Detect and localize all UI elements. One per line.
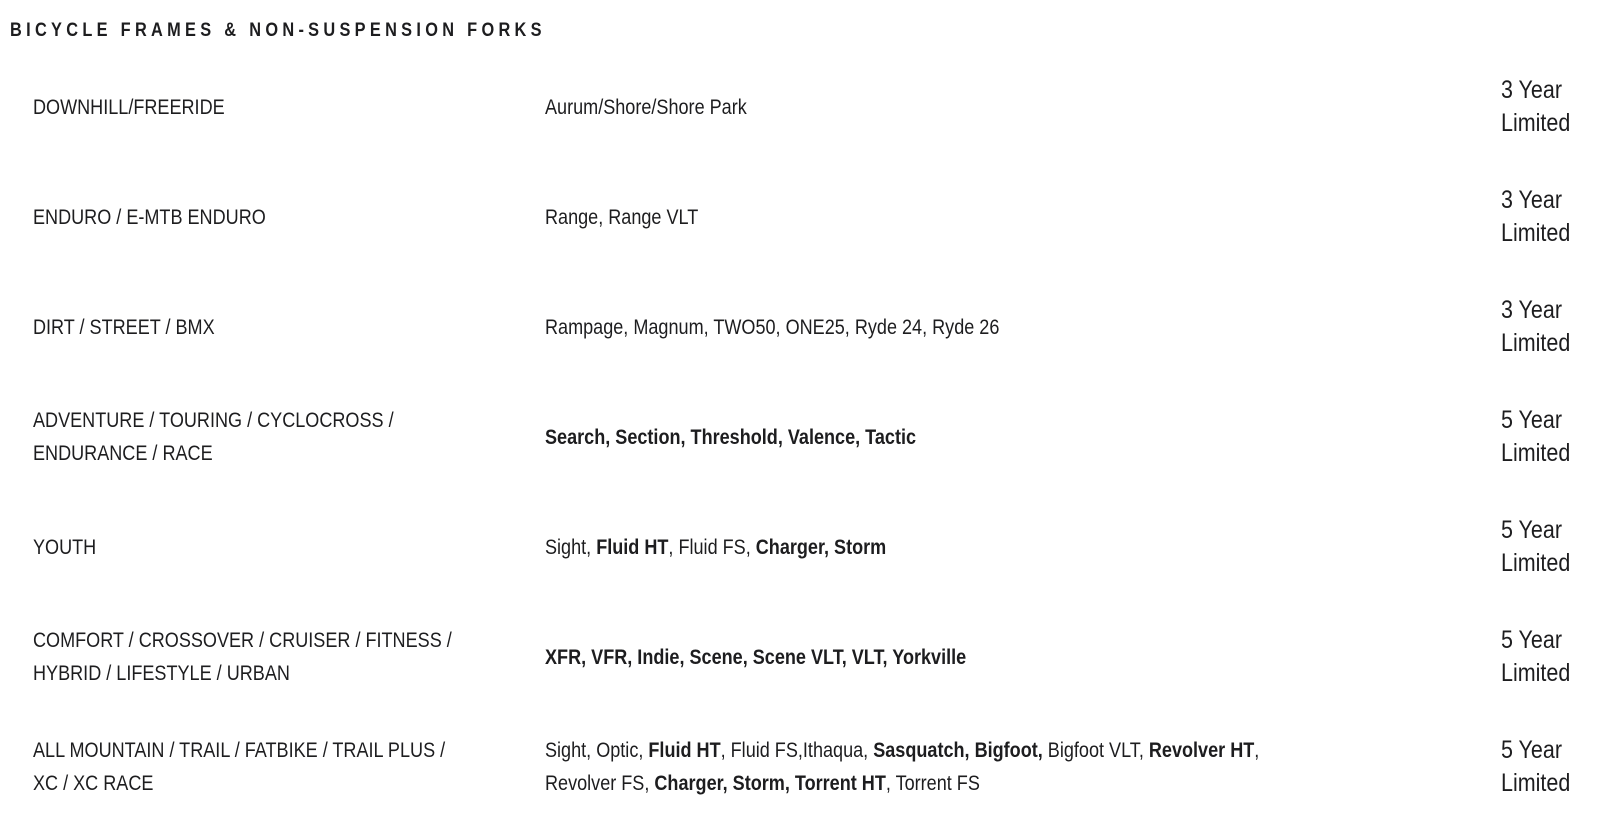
category-text: ALL MOUNTAIN / TRAIL / FATBIKE / TRAIL P… (33, 739, 446, 795)
models-cell: Sight, Optic, Fluid HT, Fluid FS,Ithaqua… (545, 734, 1501, 800)
model-name-bold: XFR, VFR, Indie, Scene, Scene VLT, VLT, … (545, 645, 967, 669)
category-cell: COMFORT / CROSSOVER / CRUISER / FITNESS … (33, 624, 545, 690)
model-name: Sight, Optic, (545, 739, 649, 762)
warranty-cell: 5 Year Limited (1501, 514, 1600, 580)
models-cell: XFR, VFR, Indie, Scene, Scene VLT, VLT, … (545, 641, 1501, 674)
model-name-bold: Revolver HT (1148, 739, 1255, 762)
models-text: Range, Range VLT (545, 201, 698, 234)
models-text: Rampage, Magnum, TWO50, ONE25, Ryde 24, … (545, 311, 999, 344)
models-cell: Range, Range VLT (545, 201, 1501, 234)
table-row: ALL MOUNTAIN / TRAIL / FATBIKE / TRAIL P… (0, 712, 1600, 820)
table-row: COMFORT / CROSSOVER / CRUISER / FITNESS … (0, 602, 1600, 712)
models-cell: Search, Section, Threshold, Valence, Tac… (545, 421, 1501, 454)
model-name: Sight, (545, 535, 597, 559)
warranty-cell: 5 Year Limited (1501, 404, 1600, 470)
model-name: Range, Range VLT (545, 205, 699, 229)
model-name: , Fluid FS,Ithaqua, (720, 739, 874, 762)
category-text: YOUTH (33, 535, 97, 559)
model-name-bold: Fluid HT (596, 535, 669, 559)
warranty-cell: 5 Year Limited (1501, 624, 1600, 690)
table-row: ADVENTURE / TOURING / CYCLOCROSS / ENDUR… (0, 382, 1600, 492)
models-text: Aurum/Shore/Shore Park (545, 91, 747, 124)
models-text: Search, Section, Threshold, Valence, Tac… (545, 421, 916, 454)
warranty-text: 3 Year Limited (1501, 296, 1571, 357)
models-cell: Sight, Fluid HT, Fluid FS, Charger, Stor… (545, 531, 1501, 564)
warranty-table: DOWNHILL/FREERIDE Aurum/Shore/Shore Park… (0, 52, 1600, 820)
table-row: ENDURO / E-MTB ENDURO Range, Range VLT 3… (0, 162, 1600, 272)
warranty-text: 3 Year Limited (1501, 186, 1571, 247)
model-name-bold: Charger, Storm, Torrent HT (654, 772, 886, 795)
table-row: DIRT / STREET / BMX Rampage, Magnum, TWO… (0, 272, 1600, 382)
model-name: , Torrent FS (885, 772, 980, 795)
warranty-text: 5 Year Limited (1501, 736, 1571, 797)
model-name: Bigfoot VLT, (1042, 739, 1149, 762)
table-row: DOWNHILL/FREERIDE Aurum/Shore/Shore Park… (0, 52, 1600, 162)
warranty-text: 5 Year Limited (1501, 626, 1571, 687)
models-text: Sight, Optic, Fluid HT, Fluid FS,Ithaqua… (545, 734, 1259, 800)
category-text: DOWNHILL/FREERIDE (33, 95, 225, 119)
model-name-bold: Search, Section, Threshold, Valence, Tac… (545, 425, 917, 449)
warranty-text: 5 Year Limited (1501, 406, 1571, 467)
model-name-bold: Sasquatch, Bigfoot, (873, 739, 1043, 762)
models-cell: Aurum/Shore/Shore Park (545, 91, 1501, 124)
model-name: , Fluid FS, (668, 535, 756, 559)
section-title-text: BICYCLE FRAMES & NON-SUSPENSION FORKS (10, 20, 546, 41)
category-cell: YOUTH (33, 531, 545, 564)
section-title: BICYCLE FRAMES & NON-SUSPENSION FORKS (0, 0, 1600, 43)
warranty-text: 5 Year Limited (1501, 516, 1571, 577)
category-cell: ENDURO / E-MTB ENDURO (33, 201, 545, 234)
warranty-text: 3 Year Limited (1501, 76, 1571, 137)
warranty-cell: 3 Year Limited (1501, 74, 1600, 140)
category-text: ADVENTURE / TOURING / CYCLOCROSS / ENDUR… (33, 409, 394, 465)
category-cell: ALL MOUNTAIN / TRAIL / FATBIKE / TRAIL P… (33, 734, 545, 800)
category-cell: DOWNHILL/FREERIDE (33, 91, 545, 124)
category-text: DIRT / STREET / BMX (33, 315, 215, 339)
category-text: COMFORT / CROSSOVER / CRUISER / FITNESS … (33, 629, 452, 685)
model-name-bold: Charger, Storm (755, 535, 887, 559)
warranty-cell: 5 Year Limited (1501, 734, 1600, 800)
model-name-bold: Fluid HT (648, 739, 721, 762)
models-cell: Rampage, Magnum, TWO50, ONE25, Ryde 24, … (545, 311, 1501, 344)
warranty-cell: 3 Year Limited (1501, 184, 1600, 250)
warranty-cell: 3 Year Limited (1501, 294, 1600, 360)
table-row: YOUTH Sight, Fluid HT, Fluid FS, Charger… (0, 492, 1600, 602)
models-text: XFR, VFR, Indie, Scene, Scene VLT, VLT, … (545, 641, 966, 674)
category-cell: DIRT / STREET / BMX (33, 311, 545, 344)
model-name: , Revolver FS, (545, 739, 1260, 795)
category-cell: ADVENTURE / TOURING / CYCLOCROSS / ENDUR… (33, 404, 545, 470)
model-name: Rampage, Magnum, TWO50, ONE25, Ryde 24, … (545, 315, 1000, 339)
category-text: ENDURO / E-MTB ENDURO (33, 205, 266, 229)
models-text: Sight, Fluid HT, Fluid FS, Charger, Stor… (545, 531, 886, 564)
model-name: Aurum/Shore/Shore Park (545, 95, 747, 119)
